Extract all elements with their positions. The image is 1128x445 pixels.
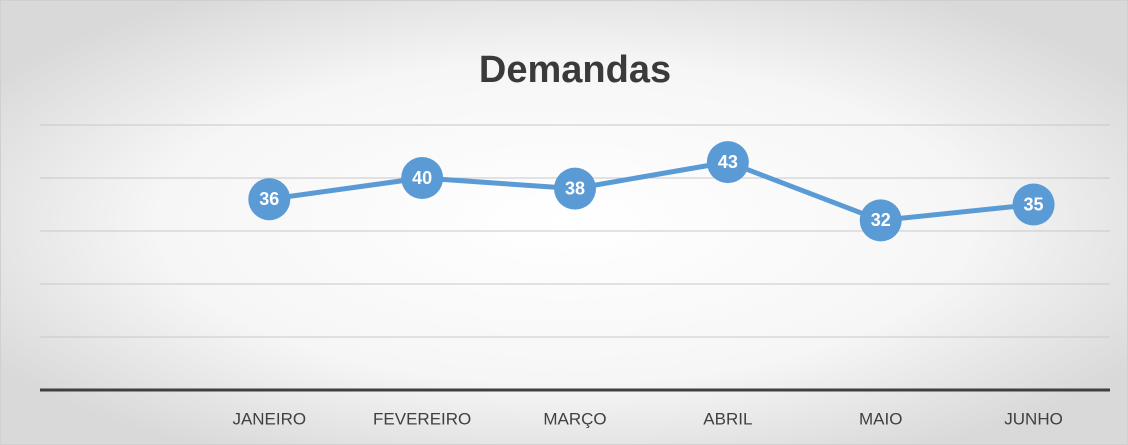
- x-tick-label: JANEIRO: [232, 409, 306, 428]
- point: [401, 157, 444, 199]
- point: [1012, 183, 1055, 226]
- data-label: 38: [565, 178, 585, 198]
- point: [706, 141, 749, 184]
- data-label: 36: [259, 189, 279, 209]
- x-tick-label: ABRIL: [703, 409, 752, 428]
- x-tick-label: MARÇO: [543, 409, 606, 428]
- point: [859, 199, 902, 242]
- data-label: 35: [1024, 194, 1044, 214]
- chart-title: Demandas: [479, 49, 671, 91]
- data-label: 32: [871, 210, 891, 230]
- x-tick-label: FEVEREIRO: [373, 409, 471, 428]
- point: [554, 167, 596, 210]
- point: [248, 178, 291, 221]
- x-tick-label: MAIO: [859, 409, 902, 428]
- x-tick-label: JUNHO: [1004, 409, 1063, 428]
- data-label: 40: [412, 168, 432, 188]
- line: [268, 159, 1034, 223]
- data-label: 43: [718, 152, 738, 172]
